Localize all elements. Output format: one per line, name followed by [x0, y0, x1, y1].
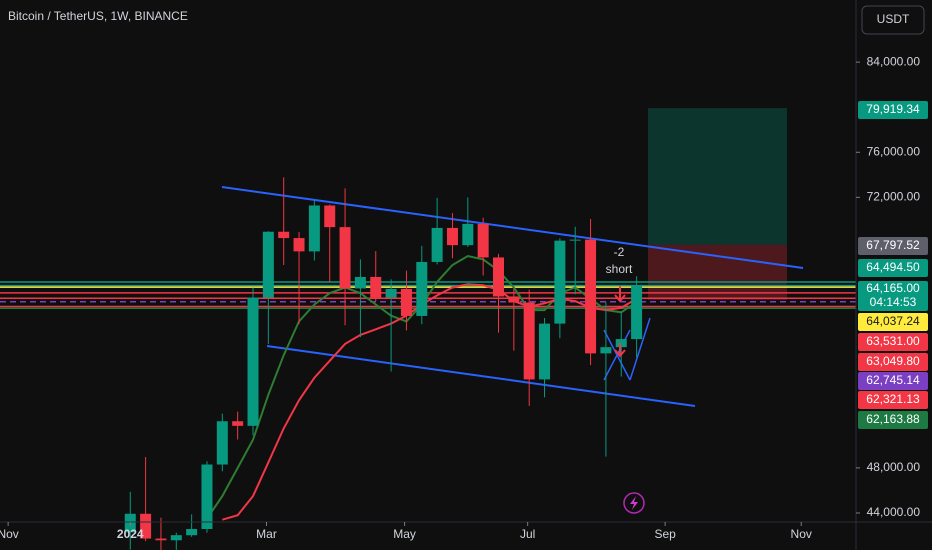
candle-body — [477, 223, 489, 258]
stop-zone — [648, 244, 787, 300]
candle-body — [493, 257, 505, 297]
candle-body — [186, 528, 198, 536]
alert-icon[interactable] — [623, 492, 645, 514]
candle-body — [170, 535, 182, 541]
trend-line-lower — [266, 345, 696, 407]
alert-bolt — [630, 496, 638, 510]
currency-label: USDT — [877, 12, 910, 26]
y-tick-label: 44,000.00 — [867, 505, 921, 519]
y-tick-label: 48,000.00 — [867, 460, 921, 474]
candle-body — [308, 205, 320, 252]
price-label: 64,494.50 — [866, 260, 920, 274]
candle-body — [585, 239, 597, 354]
price-label: 79,919.34 — [866, 102, 920, 116]
annotation: short — [606, 262, 633, 276]
candle-body — [155, 538, 167, 541]
candle-body — [324, 205, 336, 228]
price-label: 63,531.00 — [866, 334, 920, 348]
candle-body — [278, 231, 290, 239]
price-label-bg — [858, 353, 928, 371]
price-label-bg — [858, 101, 928, 119]
candle-body — [446, 227, 458, 246]
candle-body — [140, 513, 152, 539]
price-label-bg — [858, 391, 928, 409]
y-tick-label: 72,000.00 — [867, 190, 921, 204]
candle-body — [615, 339, 627, 348]
chart-title: Bitcoin / TetherUS, 1W, BINANCE — [8, 9, 188, 23]
y-tick-label: 84,000.00 — [867, 54, 921, 68]
candle-body — [416, 261, 428, 316]
candle-body — [539, 323, 551, 380]
price-label-bg — [858, 237, 928, 255]
y-tick-label: 76,000.00 — [867, 144, 921, 158]
trend-line-upper — [221, 186, 804, 269]
countdown-label: 04:14:53 — [870, 295, 917, 309]
x-tick-label: Mar — [256, 527, 277, 541]
x-tick-label: May — [393, 527, 416, 541]
candle-body — [400, 288, 412, 316]
alert-ring — [623, 492, 645, 514]
price-label: 63,049.80 — [866, 354, 920, 368]
candle-body — [216, 421, 228, 465]
price-label: 67,797.52 — [866, 238, 920, 252]
candle-body — [554, 240, 566, 324]
candle-body — [385, 288, 397, 298]
candle-body — [569, 239, 581, 241]
x-tick-label: Nov — [791, 527, 812, 541]
signal-arrow — [614, 343, 626, 358]
price-label: 62,321.13 — [866, 392, 920, 406]
candle-body — [431, 227, 443, 262]
candle-body — [293, 238, 305, 252]
pattern-drawing — [603, 317, 651, 381]
candle-body — [247, 297, 259, 426]
candle-body — [370, 276, 382, 298]
signal-arrow — [614, 286, 626, 303]
price-label: 64,165.00 — [866, 281, 920, 295]
price-label-bg — [858, 313, 928, 331]
x-tick-label: Jul — [520, 527, 535, 541]
candle-body — [201, 464, 213, 529]
candle-body — [232, 421, 244, 426]
plot — [0, 108, 856, 550]
price-label-bg — [858, 411, 928, 429]
currency-button[interactable] — [861, 5, 925, 35]
price-label: 62,745.14 — [866, 373, 920, 387]
price-label: 62,163.88 — [866, 412, 920, 426]
price-label-bg — [858, 372, 928, 390]
price-label-bg — [858, 333, 928, 351]
candle-body — [600, 347, 612, 354]
x-tick-label: Nov — [0, 527, 19, 541]
candle-body — [523, 302, 535, 380]
candle-body — [508, 296, 520, 303]
x-tick-label: 2024 — [117, 527, 144, 541]
price-label: 64,037.24 — [866, 314, 920, 328]
x-tick-label: Sep — [654, 527, 676, 541]
candle-body — [462, 223, 474, 246]
candle-body — [339, 227, 351, 289]
annotation: -2 — [614, 245, 625, 259]
target-zone — [648, 108, 787, 245]
moving-average — [222, 283, 638, 521]
price-label-bg — [858, 259, 928, 277]
candle-body — [262, 231, 274, 298]
price-label-bg — [858, 281, 928, 311]
candle-body — [631, 285, 643, 340]
candle-body — [354, 276, 366, 289]
